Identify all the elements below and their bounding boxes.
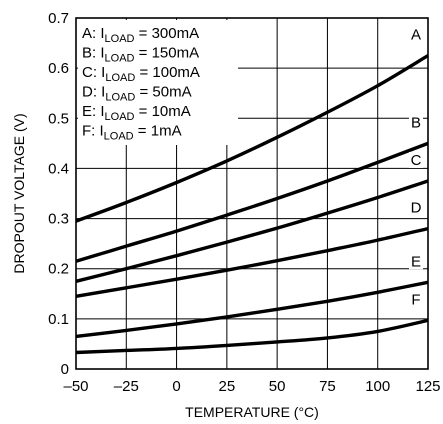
grid — [75, 17, 429, 370]
series-label-background — [409, 291, 423, 308]
legend-entry: A: ILOAD = 300mA — [82, 25, 199, 45]
legend-entry: C: ILOAD = 100mA — [82, 64, 200, 84]
y-axis-label: DROPOUT VOLTAGE (V) — [11, 113, 27, 273]
series-d-label: D — [411, 200, 422, 217]
y-tick-label: 0.3 — [48, 211, 69, 228]
x-tick-label: –50 — [63, 378, 88, 395]
legend-background — [78, 20, 238, 145]
series-label-background — [409, 151, 423, 168]
y-tick-label: 0.4 — [48, 160, 69, 177]
x-tick-label: 25 — [219, 378, 236, 395]
y-tick-label: 0 — [61, 361, 69, 378]
x-tick-label: 0 — [172, 378, 180, 395]
x-tick-label: 125 — [415, 378, 440, 395]
series-f-label: F — [411, 291, 420, 308]
series-f-line — [75, 318, 429, 355]
series-label-background — [409, 114, 423, 131]
curves — [75, 54, 429, 355]
x-axis-label: TEMPERATURE (°C) — [185, 404, 319, 420]
curve-labels: A B C D E F — [409, 26, 423, 308]
series-c-line — [75, 179, 429, 283]
legend-entry: F: ILOAD = 1mA — [82, 123, 182, 143]
plot-frame — [75, 17, 429, 370]
series-e-label: E — [411, 253, 421, 270]
y-tick-label: 0.2 — [48, 261, 69, 278]
series-label-background — [409, 253, 423, 270]
y-tick-label: 0.7 — [48, 10, 69, 27]
x-tick-label: 100 — [365, 378, 390, 395]
legend-entry: D: ILOAD = 50mA — [82, 84, 192, 104]
y-tick-label: 0.5 — [48, 110, 69, 127]
tick-labels: –50 –25 0 25 50 75 100 125 0 0.1 0.2 0.3 0.4 0.5 0.6 0.… — [48, 10, 440, 395]
series-a-label: A — [411, 27, 421, 44]
series-a-line — [75, 54, 429, 223]
legend-entry: E: ILOAD = 10mA — [82, 103, 191, 123]
x-tick-label: 50 — [269, 378, 286, 395]
series-d-line — [75, 226, 429, 298]
legend-entry: B: ILOAD = 150mA — [82, 45, 199, 65]
y-tick-label: 0.6 — [48, 60, 69, 77]
x-tick-label: –25 — [114, 378, 139, 395]
series-b-label: B — [411, 114, 421, 131]
series-b-line — [75, 141, 429, 263]
series-label-background — [409, 199, 423, 216]
x-tick-label: 75 — [319, 378, 336, 395]
series-label-background — [409, 26, 423, 43]
series-e-line — [75, 280, 429, 339]
series-c-label: C — [411, 152, 422, 169]
y-tick-label: 0.1 — [48, 311, 69, 328]
